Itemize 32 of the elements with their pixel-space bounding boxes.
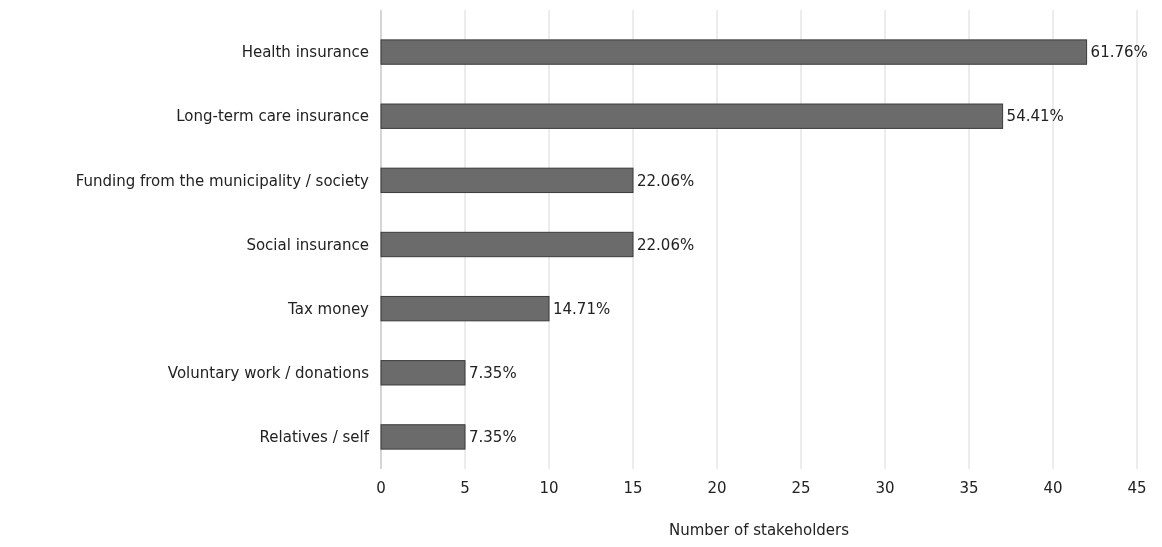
x-tick-label: 15 xyxy=(623,479,643,497)
annotation: 22.06% xyxy=(637,235,695,254)
y-tick-label: Funding from the municipality / society xyxy=(75,171,370,190)
annotation: 7.35% xyxy=(469,428,517,447)
annotation: 14.71% xyxy=(553,299,611,318)
annotation: 22.06% xyxy=(637,171,695,190)
x-tick-label: 10 xyxy=(539,479,559,497)
x-tick-label: 5 xyxy=(460,479,470,497)
bar xyxy=(380,39,1088,65)
bar xyxy=(380,231,634,258)
bar xyxy=(380,424,466,450)
bar xyxy=(380,295,550,322)
y-tick-label: Tax money xyxy=(287,299,370,318)
x-tick-label: 40 xyxy=(1043,479,1063,497)
bar xyxy=(380,103,1004,129)
annotation: 61.76% xyxy=(1090,43,1148,62)
annotation: 7.35% xyxy=(469,364,517,383)
y-tick-label: Voluntary work / donations xyxy=(167,364,370,383)
x-tick-label: 45 xyxy=(1127,479,1147,497)
annotation: 54.41% xyxy=(1006,107,1064,126)
y-tick-label: Health insurance xyxy=(241,43,369,62)
x-tick-label: 0 xyxy=(376,479,386,497)
x-tick-label: 35 xyxy=(959,479,979,497)
x-tick-label: 20 xyxy=(707,479,727,497)
y-tick-label: Long-term care insurance xyxy=(176,107,369,126)
x-tick-label: 30 xyxy=(875,479,895,497)
bar xyxy=(380,360,466,386)
x-tick-label: 25 xyxy=(791,479,811,497)
y-tick-label: Social insurance xyxy=(246,235,369,254)
y-tick-label: Relatives / self xyxy=(259,428,370,447)
x-axis-title: Number of stakeholders xyxy=(668,521,850,539)
bar xyxy=(380,167,634,194)
